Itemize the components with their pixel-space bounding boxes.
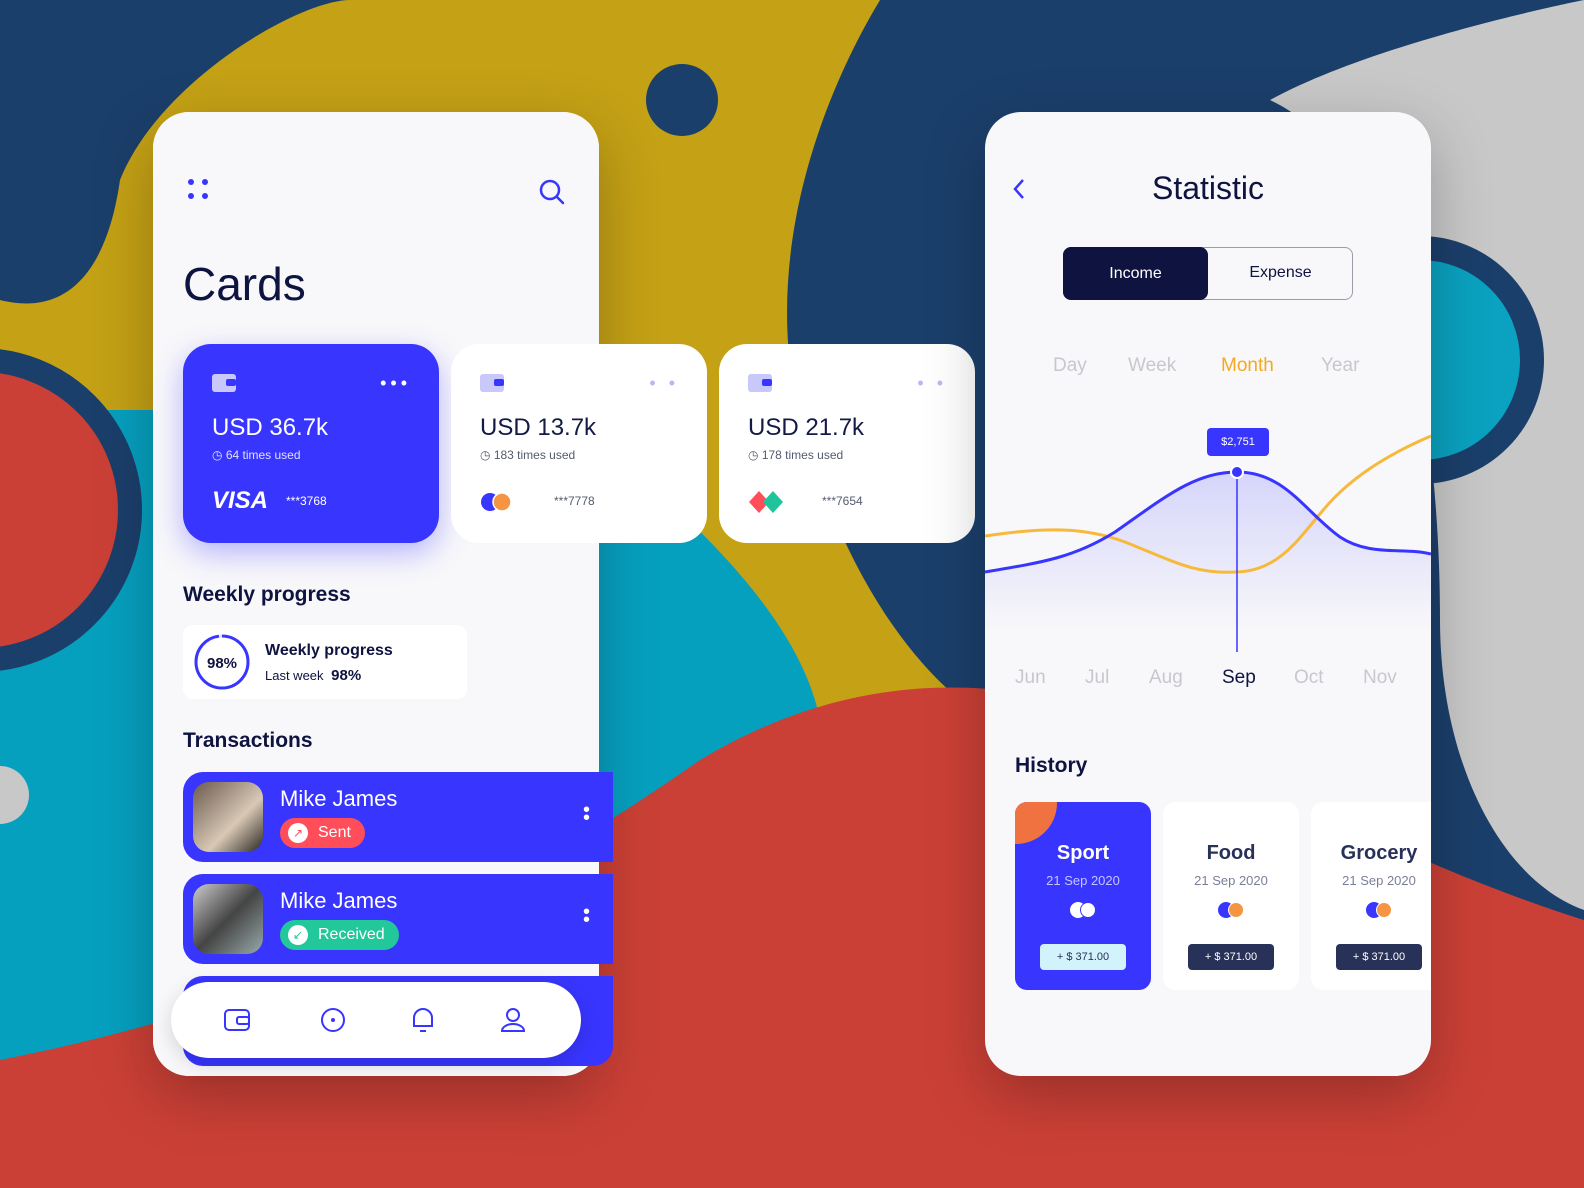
history-date: 21 Sep 2020 bbox=[1194, 873, 1268, 888]
x-tick-label: Sep bbox=[1222, 667, 1256, 688]
progress-title: Weekly progress bbox=[265, 642, 393, 659]
card-number: ***7778 bbox=[554, 494, 595, 508]
chart-tooltip: $2,751 bbox=[1207, 428, 1269, 456]
card-item[interactable]: • • USD 21.7k ◷ 178 times used ***7654 bbox=[719, 344, 975, 543]
x-tick-label: Jul bbox=[1085, 667, 1110, 688]
wallet-icon bbox=[212, 374, 236, 392]
progress-ring bbox=[194, 634, 250, 690]
page-title: Statistic bbox=[1151, 170, 1265, 206]
history-date: 21 Sep 2020 bbox=[1342, 873, 1416, 888]
grid-dots-icon[interactable] bbox=[187, 178, 213, 204]
statistic-screen: Statistic Income Expense Day Week Month … bbox=[985, 112, 1431, 1076]
more-icon[interactable]: • • bbox=[583, 901, 591, 931]
back-icon[interactable] bbox=[1011, 177, 1027, 201]
search-icon[interactable] bbox=[538, 178, 566, 206]
transaction-name: Mike James bbox=[280, 786, 398, 811]
wallet-icon bbox=[480, 374, 504, 392]
avatar bbox=[193, 884, 263, 954]
card-usage: ◷ 178 times used bbox=[748, 448, 844, 462]
card-usage: ◷ 183 times used bbox=[480, 448, 576, 462]
selected-point[interactable] bbox=[1230, 465, 1244, 479]
x-tick-label: Aug bbox=[1149, 667, 1183, 688]
tab-expense[interactable]: Expense bbox=[1249, 264, 1312, 281]
card-item[interactable]: • • USD 13.7k ◷ 183 times used ***7778 bbox=[451, 344, 707, 543]
history-amount: + $ 371.00 bbox=[1336, 944, 1422, 970]
card-amount: USD 13.7k bbox=[480, 414, 597, 441]
history-card[interactable]: Sport 21 Sep 2020 + $ 371.00 bbox=[1015, 802, 1151, 990]
card-item[interactable]: ••• USD 36.7k ◷ 64 times used VISA ***37… bbox=[183, 344, 439, 543]
area-fill bbox=[985, 472, 1431, 632]
card-amount: USD 36.7k bbox=[212, 414, 329, 441]
more-icon[interactable]: • • bbox=[649, 373, 679, 393]
avatar bbox=[193, 782, 263, 852]
bell-icon[interactable] bbox=[409, 1006, 437, 1034]
series-line-expense bbox=[985, 434, 1431, 574]
wallet-icon[interactable] bbox=[223, 1006, 251, 1034]
card-number: ***7654 bbox=[822, 494, 863, 508]
period-week[interactable]: Week bbox=[1128, 355, 1177, 376]
tab-income[interactable]: Income bbox=[1063, 247, 1208, 300]
more-icon[interactable]: • • bbox=[917, 373, 947, 393]
section-heading: History bbox=[1015, 754, 1088, 777]
page-title: Cards bbox=[183, 258, 306, 310]
card-number: ***3768 bbox=[286, 494, 327, 508]
period-month[interactable]: Month bbox=[1221, 355, 1274, 376]
transaction-name: Mike James bbox=[280, 888, 398, 913]
history-amount: + $ 371.00 bbox=[1040, 944, 1126, 970]
mastercard-icon bbox=[481, 492, 512, 512]
transaction-row[interactable]: Mike James ↗ Sent • • bbox=[183, 772, 613, 862]
more-icon[interactable]: • • bbox=[583, 799, 591, 829]
period-day[interactable]: Day bbox=[1053, 355, 1087, 376]
section-heading: Transactions bbox=[183, 729, 313, 752]
x-tick-label: Nov bbox=[1363, 667, 1397, 688]
history-card[interactable]: Grocery 21 Sep 2020 + $ 371.00 bbox=[1311, 802, 1431, 990]
history-title: Food bbox=[1206, 842, 1256, 864]
weekly-progress-card: 98% Weekly progress Last week 98% bbox=[183, 625, 467, 699]
income-expense-toggle: Income Expense bbox=[1063, 247, 1353, 300]
transaction-row[interactable]: Mike James ↙ Received • • bbox=[183, 874, 613, 964]
x-tick-label: Jun bbox=[1015, 667, 1046, 688]
card-amount: USD 21.7k bbox=[748, 414, 865, 441]
arrow-down-left-icon: ↙ bbox=[288, 925, 308, 945]
x-tick-label: Oct bbox=[1294, 667, 1324, 688]
bottom-nav bbox=[171, 982, 581, 1058]
history-date: 21 Sep 2020 bbox=[1046, 873, 1120, 888]
income-chart bbox=[985, 434, 1431, 652]
visa-logo: VISA bbox=[212, 487, 269, 514]
status-badge: ↗ Sent bbox=[280, 818, 365, 848]
user-icon[interactable] bbox=[499, 1006, 527, 1034]
card-brand-icon bbox=[1070, 902, 1096, 918]
card-brand-icon bbox=[1218, 902, 1244, 918]
arrow-up-right-icon: ↗ bbox=[288, 823, 308, 843]
history-card[interactable]: Food 21 Sep 2020 + $ 371.00 bbox=[1163, 802, 1299, 990]
more-icon[interactable]: ••• bbox=[380, 373, 411, 393]
progress-value: 98% bbox=[331, 667, 362, 684]
history-title: Sport bbox=[1056, 842, 1110, 864]
compass-icon[interactable] bbox=[319, 1006, 347, 1034]
period-year[interactable]: Year bbox=[1321, 355, 1360, 376]
card-usage: ◷ 64 times used bbox=[212, 448, 301, 462]
diamond-brand-icon bbox=[749, 491, 783, 513]
wallet-icon bbox=[748, 374, 772, 392]
progress-sub: Last week bbox=[265, 668, 324, 683]
cards-screen: Cards ••• USD 36.7k ◷ 64 times used VISA… bbox=[153, 112, 975, 1076]
history-amount: + $ 371.00 bbox=[1188, 944, 1274, 970]
history-title: Grocery bbox=[1340, 842, 1418, 864]
status-badge: ↙ Received bbox=[280, 920, 399, 950]
section-heading: Weekly progress bbox=[183, 583, 351, 606]
progress-ring-label: 98% bbox=[206, 655, 238, 672]
card-brand-icon bbox=[1366, 902, 1392, 918]
